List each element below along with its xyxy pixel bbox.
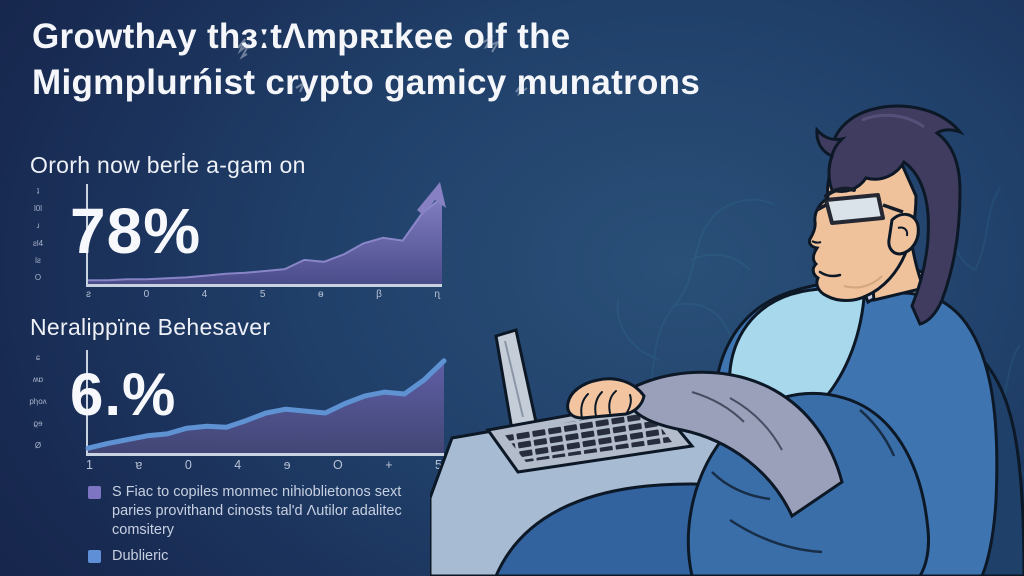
tick-label: pƖɿoʌ [29, 397, 47, 406]
tick-label: ɕ [36, 353, 40, 362]
page-title-line2: Miɡmplurńist crypto gamicy munatrons [32, 62, 701, 102]
tick-label: ʍɒ [32, 375, 44, 384]
tick-label: Ɩƨ [35, 255, 41, 265]
fingers [580, 390, 632, 419]
tick-label: 5 [434, 458, 442, 472]
tick-label: 1 [86, 458, 93, 472]
tick-label: 0 [184, 458, 192, 472]
tick-label: Ɩ0Ɩ [33, 204, 42, 214]
legend-item-2: Dublieric [88, 547, 433, 566]
page-title: Growthᴀy thɜːtɅmpʀɪkee olf the Miɡmplurń… [32, 14, 700, 105]
legend: S Fiac to copiles monmec nihioblietonos … [88, 483, 433, 567]
tick-label: ƨƖ4 [32, 238, 44, 248]
legend-item-1: S Fiac to copiles monmec nihioblietonos … [88, 483, 433, 540]
hand [566, 377, 646, 420]
growth-chart-1-plot [88, 182, 446, 284]
nostril [811, 240, 822, 244]
legend-swatch-blue [88, 550, 101, 564]
tick-label: ƨ [86, 289, 91, 300]
growth-chart-2 [85, 350, 447, 456]
section-1-heading: Ororh now berl̇e a-gam on [30, 152, 306, 178]
tick-label: ɘ [283, 458, 291, 472]
tick-label: 0 [143, 289, 150, 300]
tick-label: ɵ [317, 289, 324, 300]
mouth [818, 270, 842, 278]
page-title-line1: Growthᴀy thɜːtɅmpʀɪkee olf the [32, 17, 571, 56]
tick-label: + [385, 458, 393, 472]
laptop-screen [494, 328, 538, 432]
chart-2-line [85, 358, 447, 451]
tick-label: ɹ [36, 221, 40, 231]
chart-2-x-axis-labels: 1 ɐ 0 4 ɘ O +5 [86, 458, 442, 472]
ear [887, 212, 920, 256]
chart-1-y-axis-labels: ʇ Ɩ0Ɩ ɹ ƨƖ4 Ɩƨ O [30, 188, 46, 282]
tick-label: O [34, 272, 42, 282]
tick-label: ɳ [434, 289, 440, 300]
tick-label: O [333, 458, 343, 472]
tick-label: 5 [259, 289, 266, 300]
legend-label-1: S Fiac to copiles monmec nihioblietonos … [112, 484, 402, 539]
chart-1-x-axis-labels: ƨ 0 4 5 ɵ β ɳ [86, 289, 440, 300]
tick-label: ʇ [36, 187, 40, 196]
man-at-laptop-illustration [430, 104, 1024, 576]
section-2-heading: Neralippïne Behesaver [30, 314, 271, 340]
stat-value-1: 78% [70, 195, 202, 267]
glasses [824, 193, 885, 225]
eyebrow [824, 186, 856, 198]
legend-label-2: Dublieric [112, 548, 169, 565]
chart-1-area [88, 197, 442, 284]
tick-label: ɐ [135, 458, 143, 472]
tick-label: 4 [201, 289, 208, 300]
chart-2-area [88, 360, 444, 453]
stat-value-2: 6.% [70, 361, 177, 428]
tick-label: 4 [234, 458, 242, 472]
title-glitch-artifacts [237, 35, 528, 97]
growth-chart-2-plot [85, 358, 447, 453]
tick-label: Ø [34, 441, 42, 450]
tick-label: ϱɘ [33, 419, 43, 428]
chart-1-arrow-icon [417, 182, 446, 215]
tick-label: β [376, 289, 382, 300]
chart-1-line [88, 196, 443, 282]
legend-swatch-purple [88, 486, 101, 499]
chart-2-y-axis-labels: ɕ ʍɒ pƖɿoʌ ϱɘ Ø [29, 353, 47, 450]
hair [827, 104, 965, 326]
hair-swoop [815, 126, 847, 159]
growth-chart-1 [86, 182, 446, 287]
